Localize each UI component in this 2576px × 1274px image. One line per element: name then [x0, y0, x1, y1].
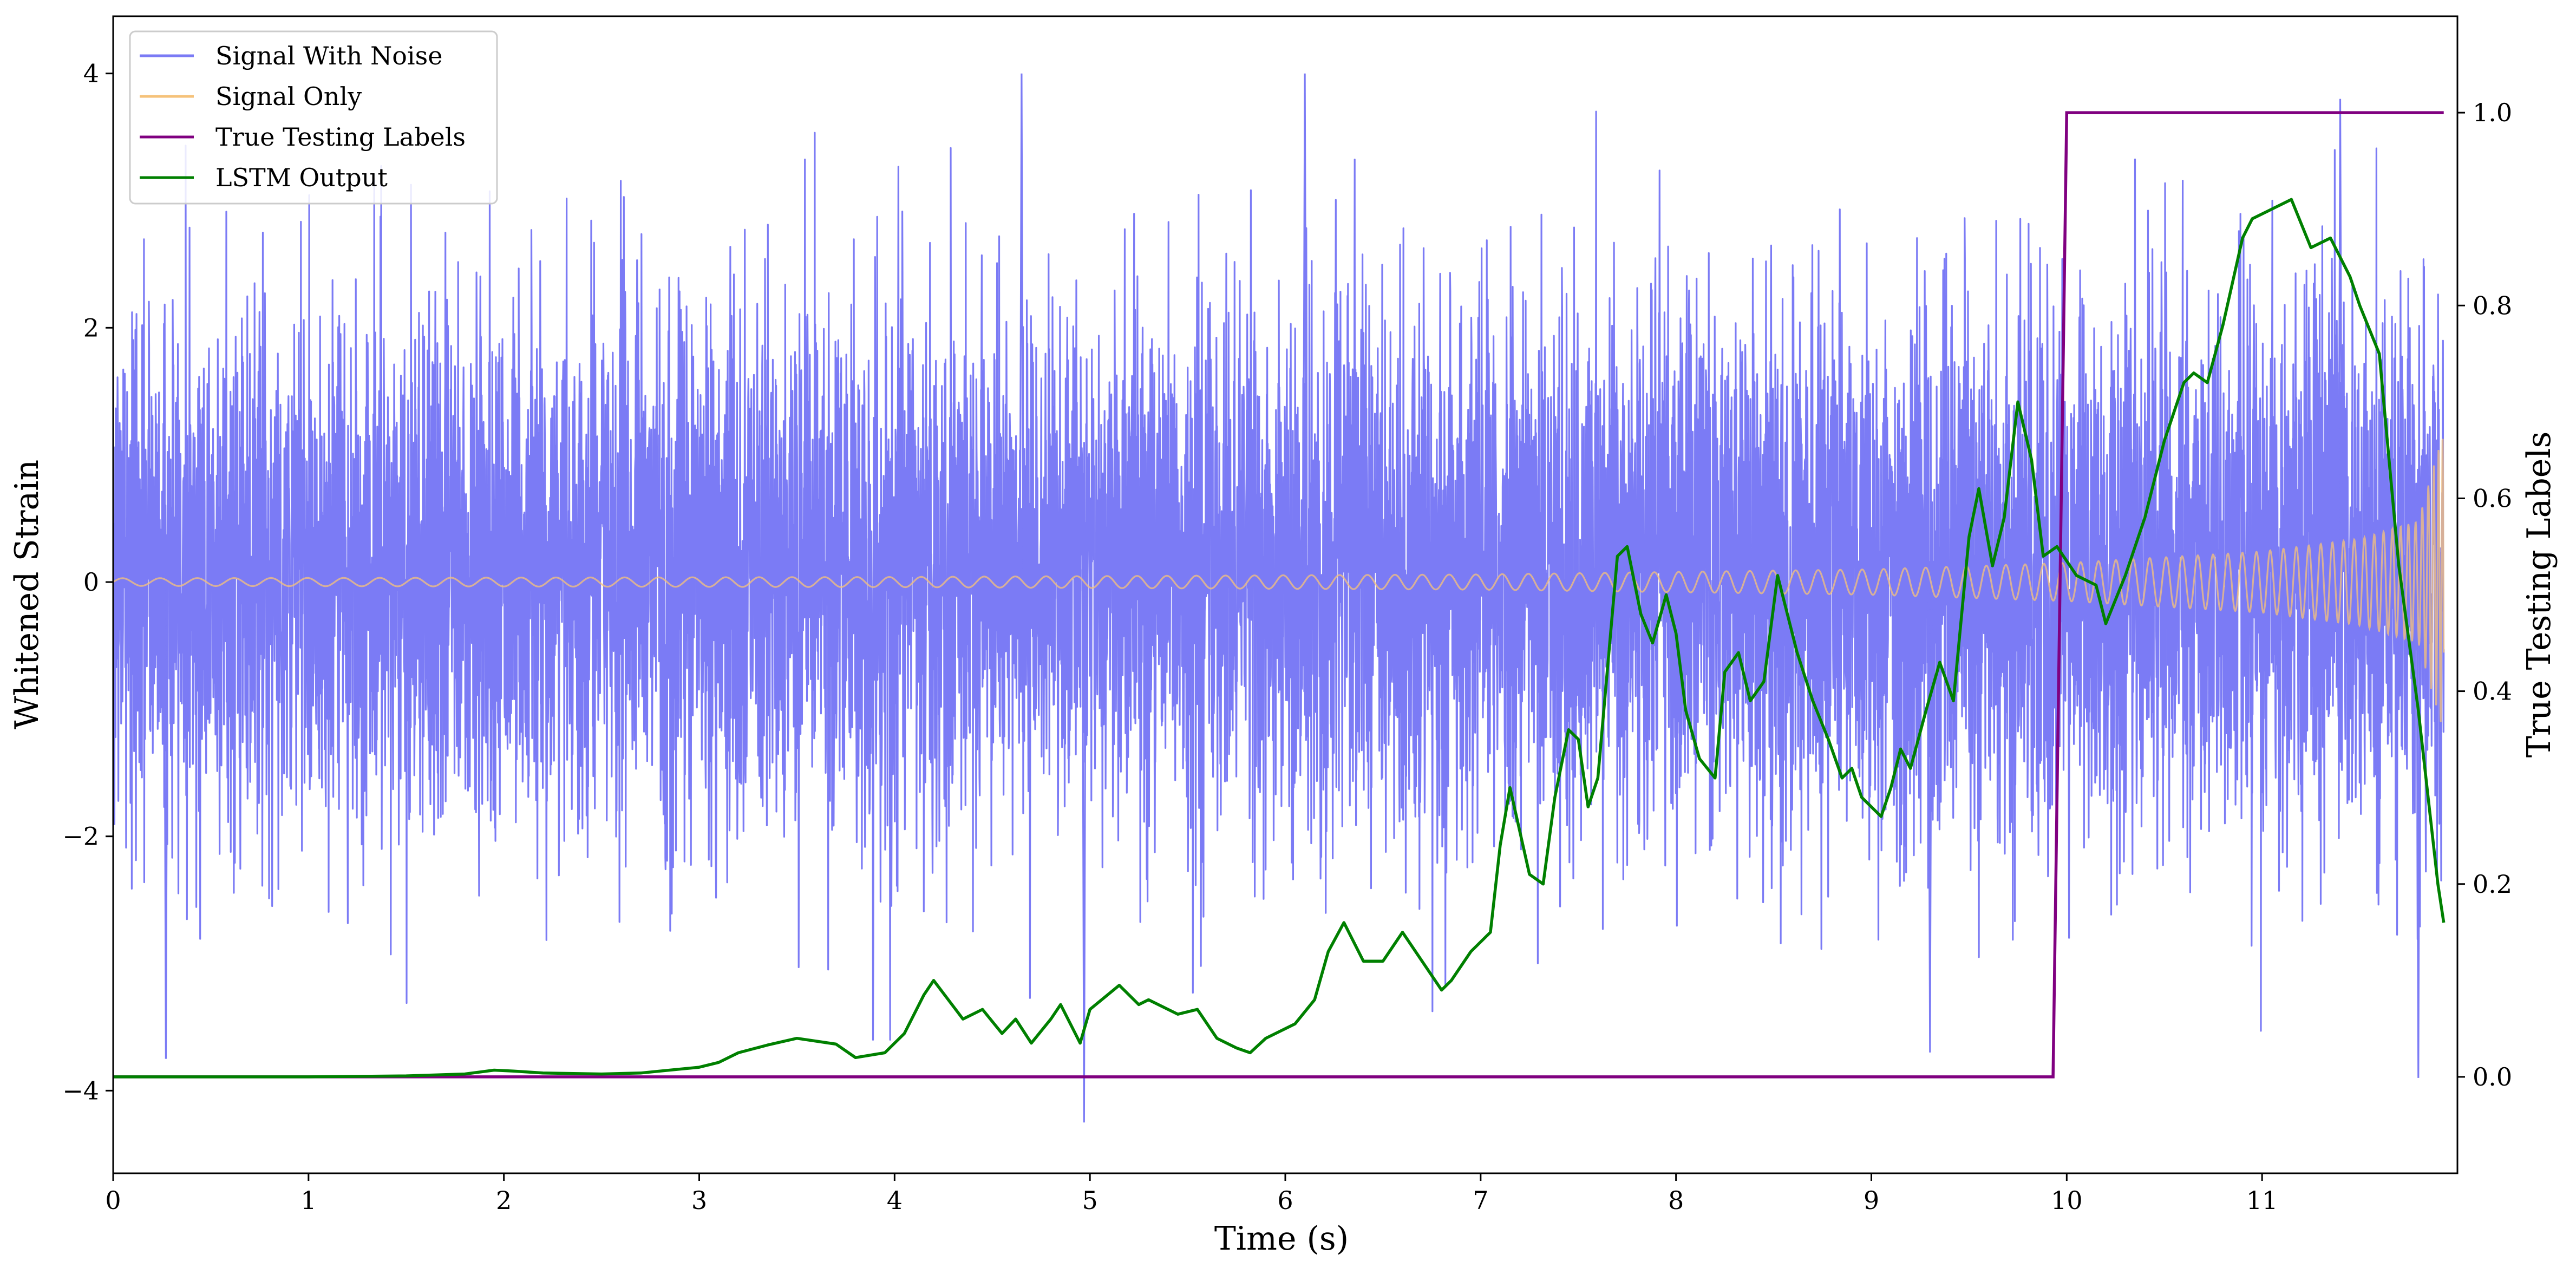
y-tick-label-0: 0 [83, 567, 99, 597]
x-tick-label-0: 0 [105, 1186, 121, 1215]
noise-peak-3 [1081, 569, 1087, 1123]
x-tick-label-6: 6 [1277, 1186, 1293, 1215]
y2-tick-label-0.2: 0.2 [2473, 870, 2512, 899]
y2-tick-label-0.8: 0.8 [2473, 291, 2512, 320]
noise-peak-5 [1927, 569, 1933, 1053]
x-tick-label-9: 9 [1864, 1186, 1879, 1215]
noise-peak-6 [2416, 569, 2421, 1078]
y2-tick-label-0: 0.0 [2473, 1062, 2512, 1092]
noise-layer [113, 73, 2445, 1123]
x-tick-label-8: 8 [1668, 1186, 1684, 1215]
series-true-testing-labels [113, 111, 2444, 1079]
x-tick-label-4: 4 [887, 1186, 903, 1215]
x-tick-label-3: 3 [691, 1186, 707, 1215]
legend-label-true-testing-labels: True Testing Labels [215, 122, 466, 152]
x-tick-label-5: 5 [1082, 1186, 1098, 1215]
y-tick-label-4: 4 [83, 59, 99, 88]
label-lines-layer [113, 111, 2446, 1079]
noise-peak-4 [163, 569, 168, 1059]
noise-peak-0 [1019, 73, 1024, 570]
series-lstm-output [113, 198, 2446, 1079]
y2-tick-label-1: 1.0 [2473, 98, 2512, 127]
series-signal-with-noise [113, 110, 2445, 1041]
y2-tick-label-0.6: 0.6 [2473, 484, 2512, 513]
series-signal-only [113, 439, 2445, 722]
x-tick-label-10: 10 [2051, 1186, 2083, 1215]
noise-peak-2 [2337, 99, 2343, 570]
legend: Signal With Noise Signal Only True Testi… [129, 30, 498, 205]
x-tick-label-2: 2 [496, 1186, 512, 1215]
noise-peak-1 [1302, 73, 1307, 570]
legend-label-signal-with-noise: Signal With Noise [215, 41, 442, 70]
y2-tick-label-0.4: 0.4 [2473, 677, 2512, 706]
legend-label-signal-only: Signal Only [215, 82, 362, 111]
y-tick-label--4: −4 [62, 1076, 99, 1105]
x-axis-ticks: 0 1 2 3 4 5 6 7 8 9 10 11 [105, 1173, 2278, 1215]
y2-axis-title: True Testing Labels [2520, 432, 2558, 758]
y-tick-label--2: −2 [62, 822, 99, 851]
y-tick-label-2: 2 [83, 313, 99, 342]
x-axis-title: Time (s) [1214, 1220, 1349, 1258]
y-axis-ticks: −4 −2 0 2 4 [62, 59, 113, 1105]
y-axis-title: Whitened Strain [8, 460, 46, 729]
x-tick-label-1: 1 [300, 1186, 316, 1215]
y2-axis-ticks: 0.0 0.2 0.4 0.6 0.8 1.0 [2457, 98, 2512, 1092]
signal-only-layer [113, 439, 2445, 722]
x-tick-label-7: 7 [1473, 1186, 1488, 1215]
legend-label-lstm-output: LSTM Output [215, 163, 388, 192]
x-tick-label-11: 11 [2246, 1186, 2278, 1215]
legend-box [129, 30, 498, 205]
